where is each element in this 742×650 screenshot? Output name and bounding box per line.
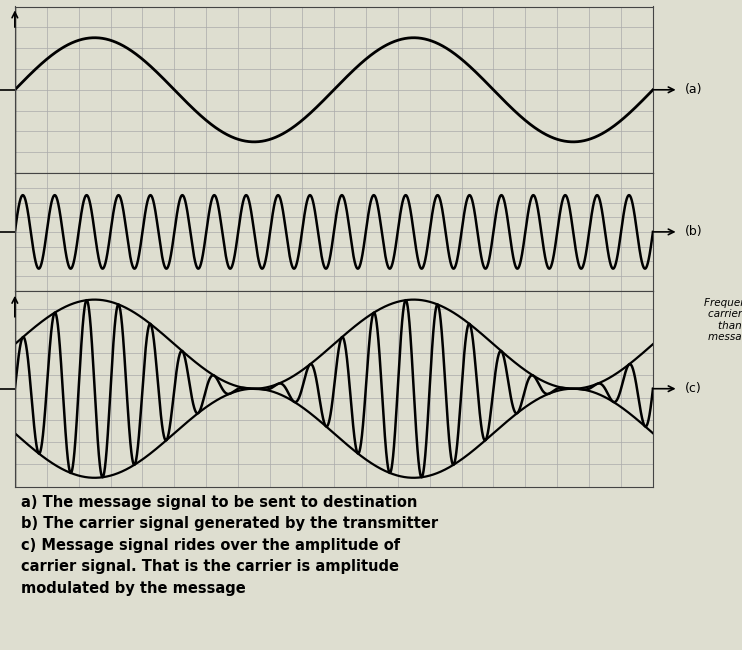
Text: Frequency of the
carrier is higher
than that of
message signal: Frequency of the carrier is higher than … bbox=[704, 298, 742, 343]
Text: (a): (a) bbox=[685, 83, 703, 96]
Text: (c): (c) bbox=[685, 382, 702, 395]
Text: a) The message signal to be sent to destination
b) The carrier signal generated : a) The message signal to be sent to dest… bbox=[22, 495, 439, 596]
Text: (b): (b) bbox=[685, 226, 703, 239]
